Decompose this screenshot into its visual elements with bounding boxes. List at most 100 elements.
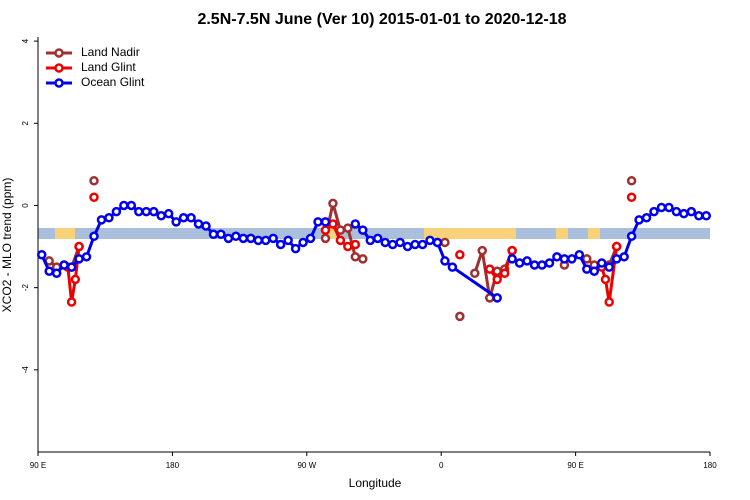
point [552,252,562,262]
point [238,233,249,244]
y-tick-label: 2 [21,121,30,126]
point [171,217,181,227]
point [395,237,405,248]
point [70,274,81,285]
point [178,213,189,223]
point [507,254,517,264]
point [626,231,637,242]
point [335,235,346,246]
point [694,210,704,221]
point [290,243,301,254]
point [89,192,99,202]
point [156,210,166,221]
point [66,262,77,272]
x-tick-label: 180 [166,461,180,470]
legend-label: Land Glint [81,60,136,74]
point [350,252,361,262]
legend-label: Land Nadir [81,45,140,59]
x-tick-label: 0 [439,461,444,470]
point [320,233,331,244]
point [343,241,353,252]
point [343,223,353,233]
point [201,221,211,231]
point [440,256,450,266]
point [163,208,174,219]
point [626,176,637,186]
point [492,274,502,285]
point [134,206,144,217]
y-tick-label: 4 [21,38,30,43]
point [141,206,152,217]
point [679,208,689,219]
point [410,239,420,250]
point [544,258,555,268]
legend-label: Ocean Glint [81,75,145,89]
point [119,200,129,211]
point [260,235,271,246]
point [604,297,614,307]
y-tick-label: -4 [21,366,30,374]
map-strip [38,228,710,239]
point [470,268,480,279]
point [89,176,99,186]
point [253,235,264,246]
point [634,215,644,225]
point [455,311,465,322]
point [600,274,611,285]
point [559,254,570,264]
point [358,225,368,235]
point [320,225,331,235]
point [649,206,659,217]
point [641,213,652,223]
point [596,258,607,268]
point [51,268,62,279]
point [81,252,92,262]
point [298,237,308,248]
point [305,233,316,244]
point [514,258,525,268]
point [499,268,510,279]
point [589,266,600,276]
point [96,215,107,225]
point [246,233,256,244]
point [66,297,77,307]
point [567,254,577,264]
y-tick-label: 0 [21,203,30,208]
point [671,206,682,217]
point [387,239,398,250]
point [231,231,241,242]
point [74,241,84,252]
x-tick-label: 90 W [297,461,316,470]
point [223,233,234,244]
point [36,250,47,260]
point [626,192,637,202]
point [492,293,502,303]
point [275,239,286,250]
y-tick-label: -2 [21,284,30,292]
point [664,202,674,213]
point [365,235,376,246]
point [328,198,338,209]
point [320,217,331,227]
point [208,229,219,239]
point [507,245,517,256]
point [111,206,122,217]
x-tick-label: 90 E [30,461,46,470]
point [186,213,196,223]
point [619,252,629,262]
point [358,254,368,264]
point [447,262,458,272]
point [350,219,361,229]
point [216,229,226,239]
x-tick-label: 180 [703,461,717,470]
point [89,231,99,242]
point [148,206,159,217]
point [432,237,443,248]
point [537,260,547,270]
point [529,260,540,270]
point [611,254,622,264]
point [484,264,495,274]
point [604,262,614,272]
point [372,233,383,244]
